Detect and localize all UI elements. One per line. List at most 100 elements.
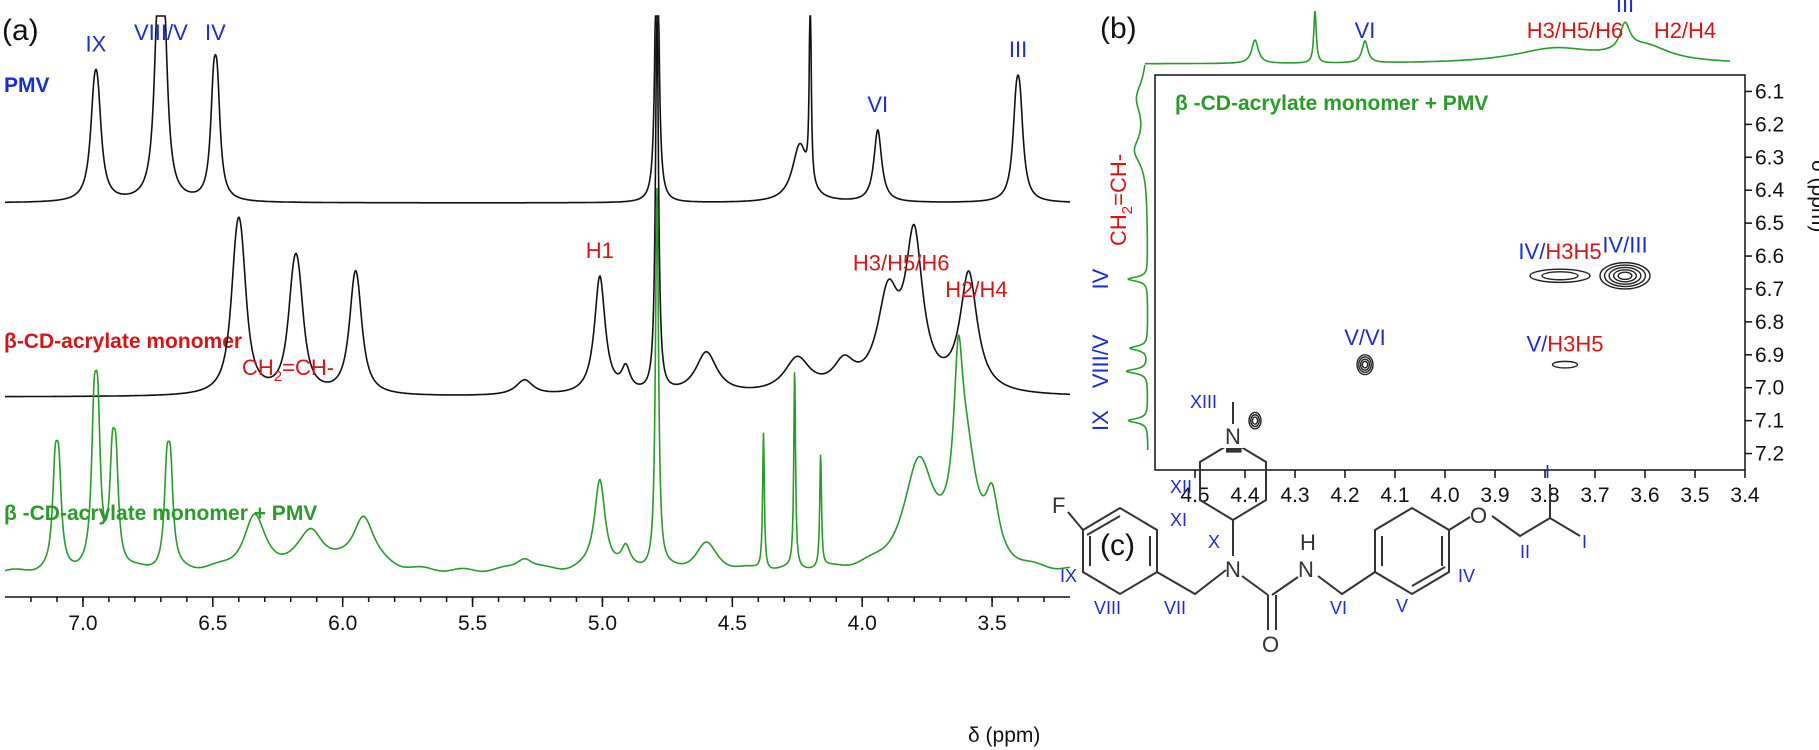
x-axis-label: δ (ppm): [968, 724, 1040, 747]
annotation-ch2-ch: CH2=CH-: [242, 355, 334, 385]
top-projection-label-3: H2/H4: [1654, 18, 1716, 43]
y-tick-label-b: 6.8: [1755, 311, 1784, 334]
mol-label-vii: VII: [1164, 598, 1186, 618]
left-projection-label-0: IV: [1088, 268, 1113, 289]
series-title-mixture: β -CD-acrylate monomer + PMV: [4, 502, 317, 525]
spectrum-trace-0: [5, 15, 1070, 204]
cross-peak-contour-0: [1250, 414, 1260, 428]
y-tick-label-b: 7.2: [1755, 443, 1784, 466]
x-tick-label: 3.5: [977, 612, 1006, 635]
y-tick-label-b: 6.6: [1755, 245, 1784, 268]
peak-label-3: VI: [867, 92, 888, 117]
panel-b-title: β -CD-acrylate monomer + PMV: [1175, 92, 1488, 115]
panel-letter-b: (b): [1100, 12, 1137, 45]
peak-label-6: H3/H5/H6: [853, 250, 950, 275]
y-tick-label-b: 6.2: [1755, 113, 1784, 136]
cross-peak-contour-1: [1356, 354, 1374, 376]
mol-label-iv: IV: [1458, 566, 1475, 586]
x-tick-label: 4.0: [848, 612, 877, 635]
peak-label-0: IX: [86, 31, 107, 56]
x-tick-label: 5.5: [458, 612, 487, 635]
x-tick-label-b: 3.5: [1680, 484, 1709, 507]
peak-label-4: III: [1009, 37, 1027, 62]
cross-peak-label-4: V/H3H5: [1526, 331, 1603, 356]
top-projection-trace: [1145, 10, 1730, 65]
cross-peak-contour-0: [1251, 416, 1259, 425]
y-tick-label-b: 6.5: [1755, 212, 1784, 235]
x-tick-label-b: 4.4: [1230, 484, 1260, 507]
peak-label-1: VIII/V: [134, 20, 188, 45]
left-annotation-ch2-ch: CH2=CH-: [1106, 154, 1136, 246]
cross-peak-contour-1: [1361, 360, 1369, 369]
atom-h: H: [1300, 530, 1316, 555]
top-projection-label-0: VI: [1355, 18, 1376, 43]
cross-peak-contour-2: [1529, 268, 1591, 284]
ring-phenyl: [1374, 506, 1450, 596]
atom-o-ether: O: [1470, 503, 1487, 528]
x-tick-label: 4.5: [718, 612, 747, 635]
y-axis-label-b: δ (ppm): [1807, 160, 1819, 232]
cross-peak-label-2: IV/H3H5: [1518, 239, 1601, 264]
left-projection-label-2: IX: [1088, 410, 1113, 431]
mol-label-vi: VI: [1330, 598, 1347, 618]
mol-label-xi: XI: [1170, 510, 1187, 530]
x-axis-ticks-b: 4.5 4.4 4.3 4.2 4.1 4.0 3.9 3.8 3.7 3.6 3.5 3.4: [1180, 470, 1760, 507]
left-projection-trace: [1126, 64, 1149, 450]
x-tick-label-b: 4.1: [1380, 484, 1409, 507]
cross-peak-contour-3: [1617, 271, 1633, 281]
series-title-cd-monomer: β-CD-acrylate monomer: [4, 330, 242, 353]
spectrum-trace-2: [4, 187, 1071, 573]
spectrum-trace-1: [5, 15, 1070, 398]
top-projection-label-2: III: [1616, 0, 1634, 17]
panel-letter-a: (a): [2, 14, 39, 47]
x-tick-label: 5.0: [588, 612, 617, 635]
y-tick-label-b: 6.1: [1755, 80, 1784, 103]
mol-label-ii: II: [1520, 542, 1530, 562]
x-tick-label: 7.0: [68, 612, 97, 635]
spectrum-traces: [4, 15, 1071, 573]
top-projection-label-1: H3/H5/H6: [1527, 18, 1624, 43]
x-tick-label-b: 4.2: [1330, 484, 1359, 507]
cross-peak-contour-0: [1248, 411, 1262, 430]
x-tick-label-b: 3.7: [1580, 484, 1609, 507]
y-tick-label-b: 6.9: [1755, 344, 1784, 367]
y-tick-label-b: 6.7: [1755, 278, 1784, 301]
cross-peak-contour-4: [1551, 360, 1579, 369]
y-tick-label-b: 7.0: [1755, 377, 1784, 400]
mol-label-i-right: I: [1582, 532, 1587, 552]
series-title-pmv: PMV: [4, 74, 50, 97]
plot-frame: [1154, 74, 1746, 471]
x-tick-label: 6.0: [328, 612, 357, 635]
x-tick-label-b: 3.4: [1730, 484, 1760, 507]
x-tick-label: 6.5: [198, 612, 227, 635]
mol-label-viii: VIII: [1094, 598, 1121, 618]
panel-letter-c: (c): [1100, 529, 1135, 562]
mol-label-x: X: [1208, 532, 1220, 552]
peak-label-5: H1: [586, 238, 614, 263]
y-axis-ticks-b: 6.1 6.2 6.3 6.4 6.5 6.6 6.7 6.8 6.9 7.0 7.1 7.2: [1745, 80, 1785, 466]
y-tick-label-b: 6.4: [1755, 179, 1785, 202]
mol-label-ix: IX: [1060, 566, 1077, 586]
cross-peak-contour-3: [1608, 266, 1642, 285]
x-tick-label-b: 4.0: [1430, 484, 1459, 507]
y-tick-label-b: 6.3: [1755, 146, 1784, 169]
cross-peak-contour-1: [1358, 356, 1372, 374]
left-projection: IV VIII/V IX: [1088, 64, 1149, 450]
x-tick-label-b: 3.9: [1480, 484, 1509, 507]
cross-peak-contour-2: [1541, 271, 1579, 281]
mol-label-xiii: XIII: [1190, 392, 1217, 412]
left-projection-label-1: VIII/V: [1088, 334, 1113, 388]
cross-peak-contour-3: [1603, 264, 1647, 288]
x-tick-label-b: 3.8: [1530, 484, 1559, 507]
y-tick-label-b: 7.1: [1755, 410, 1784, 433]
atom-o-carbonyl: O: [1262, 632, 1279, 657]
cross-peak-contour-3: [1612, 269, 1638, 283]
atom-nh: N: [1298, 557, 1314, 582]
cross-peak-label-3: IV/III: [1602, 233, 1647, 258]
mol-label-xii: XII: [1170, 477, 1192, 497]
mol-label-v: V: [1396, 596, 1408, 616]
cross-peak-contour-3: [1599, 261, 1651, 290]
